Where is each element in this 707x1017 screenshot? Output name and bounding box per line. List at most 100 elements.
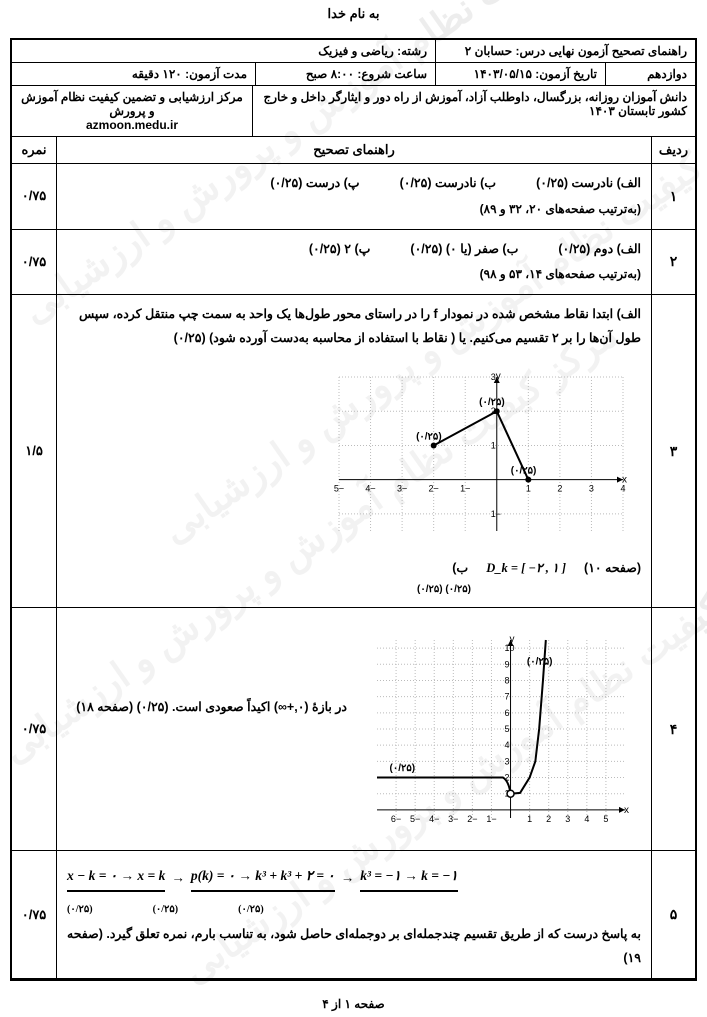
q5-content: x − k = ۰ → x = k → p(k) = ۰ → k³ + k³ +… (56, 851, 651, 978)
svg-text:4: 4 (505, 741, 510, 751)
svg-text:3: 3 (565, 814, 570, 824)
q4-chart-svg: −6−5−4−3−2−11234512345678910xy(۰/۲۵)(۰/۲… (361, 624, 641, 834)
header-row-3: دانش آموزان روزانه، بزرگسال، داوطلب آزاد… (12, 86, 695, 137)
q4-score: ۰/۷۵ (12, 608, 56, 850)
q1-num: ۱ (651, 164, 695, 229)
q4-text: در بازهٔ (۰,+∞) اکیداً صعودی است. (۰/۲۵)… (76, 616, 347, 720)
q3-chart: −5−4−3−2−11234−1123xy(۰/۲۵)(۰/۲۵)(۰/۲۵) (67, 359, 641, 549)
svg-text:−5: −5 (334, 483, 344, 493)
svg-text:(۰/۲۵): (۰/۲۵) (416, 431, 442, 442)
svg-text:y: y (510, 634, 515, 645)
svg-text:x: x (622, 474, 627, 485)
header-org-url: azmoon.medu.ir (20, 118, 244, 132)
header-field: رشته: ریاضی و فیزیک (12, 40, 435, 62)
header-org: مرکز ارزشیابی و تضمین کیفیت نظام آموزش و… (12, 86, 252, 136)
col-head-score: نمره (12, 137, 56, 163)
svg-text:−2: −2 (429, 483, 439, 493)
header-duration: مدت آزمون: ۱۲۰ دقیقه (12, 63, 255, 85)
q1-a: الف) نادرست (۰/۲۵) (536, 172, 641, 196)
q5-mark3: (۰/۲۵) (238, 900, 264, 919)
q4-num: ۴ (651, 608, 695, 850)
svg-text:−2: −2 (467, 814, 477, 824)
svg-text:−1: −1 (491, 508, 501, 518)
row-q1: ۱ الف) نادرست (۰/۲۵) ب) نادرست (۰/۲۵) پ)… (12, 164, 695, 230)
q3-b-marks: (۰/۲۵) (۰/۲۵) (67, 580, 641, 599)
header-start: ساعت شروع: ۸:۰۰ صبح (255, 63, 435, 85)
col-head-content: راهنمای تصحیح (56, 137, 651, 163)
top-bismillah: به نام خدا (0, 0, 707, 28)
header-row-2: دوازدهم تاریخ آزمون: ۱۴۰۳/۰۵/۱۵ ساعت شرو… (12, 63, 695, 86)
header-date: تاریخ آزمون: ۱۴۰۳/۰۵/۱۵ (435, 63, 605, 85)
svg-text:−4: −4 (429, 814, 439, 824)
q1-b: ب) نادرست (۰/۲۵) (400, 172, 496, 196)
q4-chart: −6−5−4−3−2−11234512345678910xy(۰/۲۵)(۰/۲… (361, 624, 641, 834)
svg-text:−3: −3 (448, 814, 458, 824)
q5-math-line: x − k = ۰ → x = k → p(k) = ۰ → k³ + k³ +… (67, 859, 641, 896)
q5-mark2: (۰/۲۵) (153, 900, 179, 919)
svg-text:y: y (496, 371, 501, 382)
svg-text:−6: −6 (391, 814, 401, 824)
page-footer: صفحه ۱ از ۴ (0, 991, 707, 1017)
svg-text:(۰/۲۵): (۰/۲۵) (390, 763, 416, 774)
svg-text:(۰/۲۵): (۰/۲۵) (511, 465, 537, 476)
q2-b: ب) صفر (یا ۰) (۰/۲۵) (410, 238, 518, 262)
svg-text:−1: −1 (486, 814, 496, 824)
q2-ref: (به‌ترتیب صفحه‌های ۱۴، ۵۳ و ۹۸) (67, 263, 641, 286)
q2-a: الف) دوم (۰/۲۵) (558, 238, 641, 262)
svg-text:−1: −1 (460, 483, 470, 493)
q5-step1: x − k = ۰ → x = k (67, 863, 165, 892)
header-row-1: راهنمای تصحیح آزمون نهایی درس: حسابان ۲ … (12, 40, 695, 63)
page-frame: راهنمای تصحیح آزمون نهایی درس: حسابان ۲ … (10, 38, 697, 981)
q5-mark1: (۰/۲۵) (67, 900, 93, 919)
q3-content: الف) ابتدا نقاط مشخص شده در نمودار f را … (56, 295, 651, 607)
svg-text:5: 5 (603, 814, 608, 824)
row-q5: ۵ x − k = ۰ → x = k → p(k) = ۰ → k³ + k³… (12, 851, 695, 979)
row-q2: ۲ الف) دوم (۰/۲۵) ب) صفر (یا ۰) (۰/۲۵) پ… (12, 230, 695, 296)
q5-note: به پاسخ درست که از طریق تقسیم چندجمله‌ای… (67, 923, 641, 971)
q5-step2: p(k) = ۰ → k³ + k³ + ۲ = ۰ (191, 863, 335, 892)
q2-p: پ) ۲ (۰/۲۵) (309, 238, 371, 262)
svg-text:−3: −3 (397, 483, 407, 493)
svg-text:2: 2 (546, 814, 551, 824)
svg-text:8: 8 (505, 676, 510, 686)
svg-text:4: 4 (584, 814, 589, 824)
svg-text:(۰/۲۵): (۰/۲۵) (527, 657, 553, 668)
grid-header: ردیف راهنمای تصحیح نمره (12, 137, 695, 164)
svg-text:6: 6 (505, 708, 510, 718)
svg-text:9: 9 (505, 660, 510, 670)
q3-text-a: الف) ابتدا نقاط مشخص شده در نمودار f را … (67, 303, 641, 351)
svg-text:−5: −5 (410, 814, 420, 824)
svg-text:1: 1 (526, 483, 531, 493)
q3-score: ۱/۵ (12, 295, 56, 607)
svg-text:3: 3 (589, 483, 594, 493)
arrow-icon: → (171, 865, 185, 891)
q2-score: ۰/۷۵ (12, 230, 56, 295)
q3-chart-svg: −5−4−3−2−11234−1123xy(۰/۲۵)(۰/۲۵)(۰/۲۵) (321, 359, 641, 549)
q5-num: ۵ (651, 851, 695, 978)
q1-content: الف) نادرست (۰/۲۵) ب) نادرست (۰/۲۵) پ) د… (56, 164, 651, 229)
q3-b-math: D_k = [ −۲ , ۱ ] (486, 557, 566, 581)
q4-content: −6−5−4−3−2−11234512345678910xy(۰/۲۵)(۰/۲… (56, 608, 651, 850)
header-org-name: مرکز ارزشیابی و تضمین کیفیت نظام آموزش و… (20, 90, 244, 118)
q5-step3: k³ = −۱ → k = −۱ (360, 863, 458, 892)
row-q4: ۴ −6−5−4−3−2−11234512345678910xy(۰/۲۵)(۰… (12, 608, 695, 851)
q3-b-prefix: ب) (452, 557, 468, 581)
header-subject: راهنمای تصحیح آزمون نهایی درس: حسابان ۲ (435, 40, 695, 62)
header-grade: دوازدهم (605, 63, 695, 85)
q3-num: ۳ (651, 295, 695, 607)
q2-content: الف) دوم (۰/۲۵) ب) صفر (یا ۰) (۰/۲۵) پ) … (56, 230, 651, 295)
svg-text:1: 1 (491, 440, 496, 450)
svg-text:1: 1 (527, 814, 532, 824)
row-q3: ۳ الف) ابتدا نقاط مشخص شده در نمودار f ر… (12, 295, 695, 608)
svg-text:−4: −4 (365, 483, 375, 493)
svg-text:(۰/۲۵): (۰/۲۵) (479, 397, 505, 408)
arrow-icon: → (341, 865, 355, 891)
svg-text:3: 3 (505, 757, 510, 767)
svg-text:7: 7 (505, 692, 510, 702)
q1-score: ۰/۷۵ (12, 164, 56, 229)
svg-text:2: 2 (557, 483, 562, 493)
q2-num: ۲ (651, 230, 695, 295)
q1-p: پ) درست (۰/۲۵) (270, 172, 359, 196)
q5-score: ۰/۷۵ (12, 851, 56, 978)
col-head-num: ردیف (651, 137, 695, 163)
